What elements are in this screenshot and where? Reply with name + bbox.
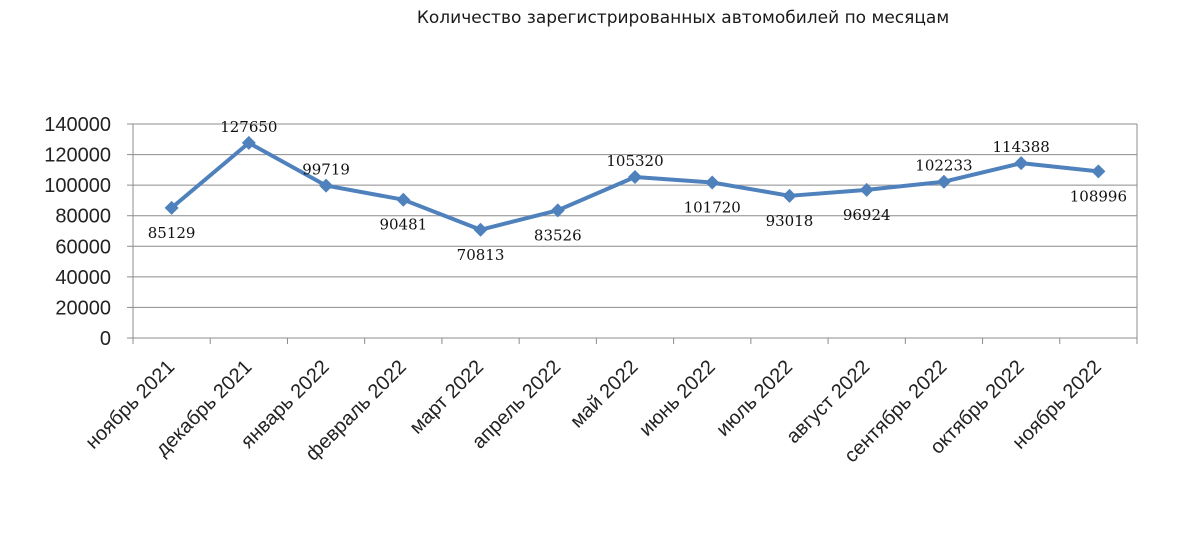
data-point-marker <box>473 222 488 237</box>
data-label: 102233 <box>915 157 972 175</box>
y-tick-label: 20000 <box>55 297 111 319</box>
data-label: 70813 <box>457 246 505 264</box>
data-point-marker <box>319 178 334 193</box>
x-tick-label: март 2022 <box>406 356 489 439</box>
data-point-marker <box>1091 164 1106 179</box>
data-labels: 85129 127650 99719 90481 70813 83526 105320 101… <box>148 118 1127 264</box>
data-label: 127650 <box>220 118 277 136</box>
data-point-marker <box>859 182 874 197</box>
data-label: 99719 <box>302 161 350 179</box>
data-label: 85129 <box>148 224 196 242</box>
chart-title: Количество зарегистрированных автомобиле… <box>416 8 950 28</box>
y-tick-label: 100000 <box>44 175 111 197</box>
y-tick-label: 0 <box>100 328 111 350</box>
x-tick-label: июль 2022 <box>712 356 797 441</box>
y-tick-label: 60000 <box>55 236 111 258</box>
data-label: 101720 <box>684 199 741 217</box>
data-label: 83526 <box>534 226 582 244</box>
x-tick-label: июнь 2022 <box>635 356 720 441</box>
data-label: 93018 <box>766 212 814 230</box>
x-tick-label: май 2022 <box>566 356 642 432</box>
data-label: 96924 <box>843 206 891 224</box>
y-tick-label: 80000 <box>55 206 111 228</box>
data-point-marker <box>1014 156 1029 171</box>
y-axis-ticks: 0 20000 40000 60000 80000 100000 120000 140000 <box>44 114 133 350</box>
y-tick-label: 120000 <box>44 145 111 167</box>
data-point-marker <box>705 175 720 190</box>
data-point-marker <box>164 200 179 215</box>
data-label: 105320 <box>606 152 663 170</box>
data-label: 108996 <box>1070 187 1127 205</box>
y-tick-label: 140000 <box>44 114 111 136</box>
data-point-marker <box>782 188 797 203</box>
y-tick-label: 40000 <box>55 267 111 289</box>
data-point-marker <box>396 192 411 207</box>
data-point-marker <box>241 135 256 150</box>
data-point-marker <box>936 174 951 189</box>
data-point-marker <box>550 203 565 218</box>
data-point-marker <box>628 170 642 185</box>
data-label: 114388 <box>993 138 1050 156</box>
series-markers <box>164 135 1106 237</box>
data-label: 90481 <box>379 216 427 234</box>
axes <box>132 124 1138 339</box>
